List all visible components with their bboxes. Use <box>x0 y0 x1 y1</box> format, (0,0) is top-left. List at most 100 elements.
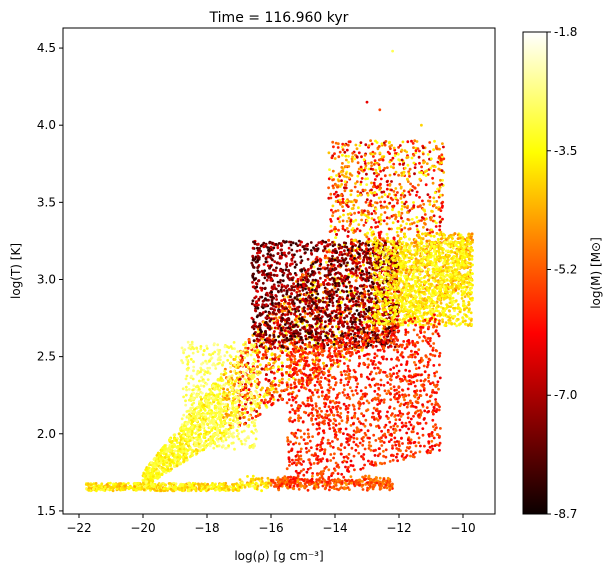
scatter-point <box>197 482 200 486</box>
scatter-point <box>105 483 109 486</box>
scatter-point <box>328 485 332 489</box>
scatter-point <box>384 479 387 483</box>
scatter-point <box>369 478 373 482</box>
scatter-point <box>178 487 182 490</box>
scatter-point <box>375 476 378 480</box>
scatter-point <box>376 479 379 483</box>
scatter-point <box>265 486 268 490</box>
scatter-point <box>315 485 319 488</box>
scatter-point <box>364 483 367 486</box>
plot-area <box>62 27 496 515</box>
scatter-point <box>286 486 290 490</box>
scatter-point <box>231 483 234 486</box>
scatter-point <box>152 485 156 489</box>
scatter-point <box>378 476 382 480</box>
scatter-point <box>126 481 130 485</box>
scatter-point <box>92 485 96 489</box>
scatter-point <box>361 480 364 483</box>
scatter-point <box>264 483 268 487</box>
scatter-point <box>127 487 131 491</box>
scatter-point <box>113 484 116 488</box>
scatter-point <box>94 482 98 485</box>
scatter-point <box>203 486 207 489</box>
scatter-point <box>102 488 105 492</box>
scatter-point <box>312 486 316 490</box>
scatter-point <box>280 482 284 486</box>
scatter-point <box>340 481 344 484</box>
scatter-point <box>275 478 279 482</box>
scatter-point <box>220 487 224 491</box>
scatter-point <box>134 488 138 492</box>
scatter-point <box>191 486 195 489</box>
scatter-point <box>281 476 285 480</box>
scatter-point <box>241 483 244 487</box>
scatter-point <box>363 478 367 482</box>
scatter-point <box>172 486 176 490</box>
scatter-point <box>213 483 217 487</box>
scatter-point <box>159 484 163 487</box>
scatter-point <box>240 481 244 485</box>
scatter-point <box>432 254 436 258</box>
scatter-point <box>188 487 191 491</box>
scatter-point <box>190 483 194 487</box>
scatter-point <box>358 478 362 482</box>
scatter-point <box>199 489 203 492</box>
scatter-point <box>236 487 240 491</box>
scatter-point <box>342 475 346 479</box>
scatter-point <box>328 479 332 483</box>
scatter-point <box>92 482 96 485</box>
scatter-point <box>361 488 365 491</box>
scatter-point <box>210 483 214 487</box>
scatter-point <box>183 486 187 489</box>
scatter-point <box>308 483 311 486</box>
scatter-point <box>378 487 382 491</box>
scatter-point <box>355 479 358 482</box>
scatter-point <box>302 485 306 488</box>
scatter-point <box>249 480 253 483</box>
scatter-point <box>321 484 325 488</box>
scatter-point <box>142 488 146 492</box>
scatter-point <box>352 482 356 486</box>
scatter-point <box>162 482 165 485</box>
scatter-point <box>267 479 271 483</box>
scatter-point <box>345 479 349 483</box>
scatter-point <box>386 483 390 487</box>
scatter-point <box>85 487 88 490</box>
scatter-point <box>123 484 127 488</box>
scatter-point <box>184 483 187 487</box>
scatter-point <box>297 487 301 491</box>
scatter-point <box>119 482 123 485</box>
scatter-point <box>150 483 154 487</box>
scatter-point <box>166 487 170 491</box>
scatter-point <box>254 481 258 485</box>
scatter-point <box>387 477 391 481</box>
scatter-point <box>334 479 338 482</box>
scatter-point <box>375 481 379 485</box>
scatter-point <box>106 487 110 491</box>
scatter-point <box>369 481 373 484</box>
scatter-point <box>273 481 276 485</box>
scatter-point <box>339 486 343 489</box>
scatter-point <box>100 482 104 486</box>
scatter-point <box>388 480 392 483</box>
scatter-point <box>236 483 240 487</box>
scatter-point <box>382 486 386 489</box>
scatter-point <box>174 482 178 486</box>
scatter-point <box>162 487 166 490</box>
scatter-point <box>334 484 338 487</box>
scatter-point <box>216 485 220 488</box>
scatter-point <box>328 481 332 485</box>
scatter-point <box>311 474 314 478</box>
scatter-point <box>218 483 222 487</box>
scatter-point <box>303 482 307 485</box>
scatter-point <box>132 487 135 491</box>
scatter-point <box>111 489 115 493</box>
scatter-point <box>371 485 375 489</box>
scatter-point <box>276 476 280 479</box>
scatter-point <box>140 485 144 489</box>
scatter-point <box>214 488 217 492</box>
scatter-point <box>168 482 172 485</box>
scatter-point <box>303 315 307 319</box>
scatter-point <box>109 481 112 485</box>
